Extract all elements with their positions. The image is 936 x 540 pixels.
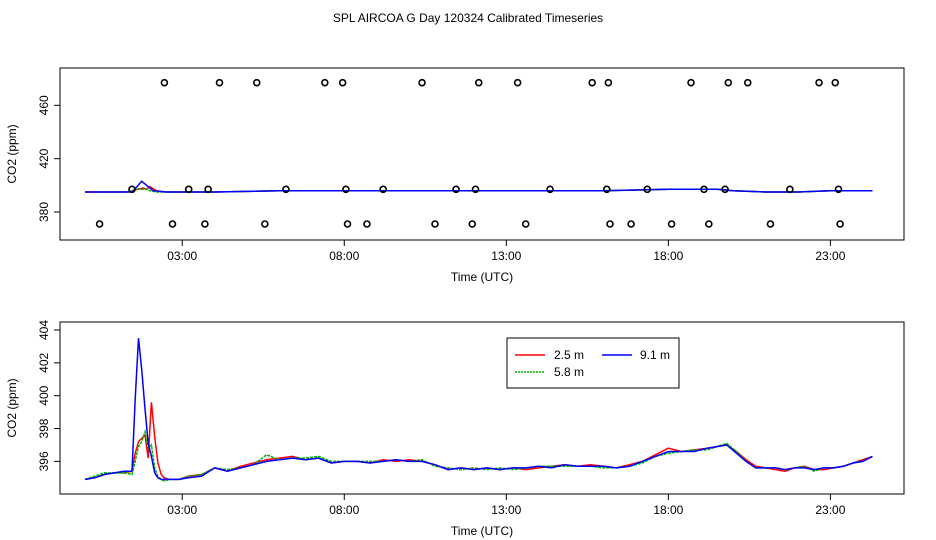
- calibration-point: [452, 185, 460, 194]
- y-tick-label: 380: [37, 202, 51, 222]
- calibration-point: [766, 220, 775, 228]
- calibration-point: [160, 78, 169, 87]
- y-tick-label: 400: [37, 385, 51, 405]
- x-tick-label: 03:00: [167, 503, 197, 517]
- calibration-point: [431, 220, 439, 228]
- calibration-point: [418, 78, 426, 87]
- calibration-point: [705, 220, 713, 228]
- calibration-point: [261, 220, 269, 228]
- calibration-point: [215, 78, 224, 87]
- calibration-point: [700, 185, 708, 194]
- legend: 2.5 m 9.1 m 5.8 m: [506, 337, 680, 389]
- x-tick-label: 03:00: [167, 249, 197, 263]
- calibration-point: [471, 185, 480, 194]
- x-tick-label: 08:00: [329, 249, 359, 263]
- x-tick-label: 18:00: [653, 503, 683, 517]
- y-tick-label: 396: [37, 451, 51, 471]
- calibration-point: [667, 220, 676, 228]
- x-tick-label: 23:00: [815, 503, 845, 517]
- top-y-axis-label: CO2 (ppm): [5, 124, 19, 183]
- calibration-point: [606, 220, 614, 228]
- calibration-point: [204, 185, 212, 194]
- x-tick-label: 13:00: [491, 249, 521, 263]
- calibration-point: [786, 185, 794, 194]
- calibration-point: [343, 220, 352, 228]
- calibration-point: [184, 185, 193, 194]
- y-tick-label: 402: [37, 353, 51, 373]
- series-line-5-8-m: [84, 428, 873, 482]
- calibration-point: [201, 220, 209, 228]
- calibration-point: [834, 185, 843, 194]
- calibration-point: [513, 78, 522, 87]
- calibration-point: [474, 78, 483, 87]
- legend-label-5-8m: 5.8 m: [554, 365, 584, 379]
- calibration-point: [521, 220, 530, 228]
- calibration-point: [724, 78, 733, 87]
- calibration-point: [468, 220, 477, 228]
- calibration-point: [687, 78, 695, 87]
- calibration-point: [338, 78, 347, 87]
- chart-title: SPL AIRCOA G Day 120324 Calibrated Times…: [333, 11, 603, 25]
- calibration-point: [831, 78, 840, 87]
- calibration-point: [168, 220, 177, 228]
- y-tick-label: 420: [37, 148, 51, 168]
- calibration-point: [721, 185, 729, 194]
- bottom-plot-frame: [59, 321, 905, 495]
- calibration-point: [836, 220, 844, 228]
- x-tick-label: 08:00: [329, 503, 359, 517]
- series-line-9-1-m: [84, 338, 873, 481]
- calibration-point: [815, 78, 823, 87]
- x-tick-label: 23:00: [815, 249, 845, 263]
- y-tick-label: 398: [37, 418, 51, 438]
- legend-box: [506, 337, 680, 389]
- top-x-axis-label: Time (UTC): [451, 270, 513, 284]
- calibration-point: [627, 220, 635, 228]
- calibration-point: [743, 78, 752, 87]
- calibration-point: [546, 185, 554, 194]
- calibration-point: [282, 185, 290, 194]
- y-tick-label: 460: [37, 95, 51, 115]
- calibration-point: [342, 185, 350, 194]
- calibration-point: [602, 185, 611, 194]
- calibration-point: [128, 185, 136, 194]
- bottom-panel: 03:00 08:00 13:00 18:00 23:00 396 398 400 402 40…: [5, 320, 905, 538]
- bottom-y-axis-label: CO2 (ppm): [5, 378, 19, 437]
- y-tick-label: 404: [37, 320, 51, 340]
- top-plot-frame: [59, 67, 905, 241]
- bottom-x-axis-label: Time (UTC): [451, 524, 513, 538]
- calibration-point: [321, 78, 329, 87]
- calibration-point: [95, 220, 104, 228]
- legend-label-2-5m: 2.5 m: [554, 348, 584, 362]
- x-tick-label: 13:00: [491, 503, 521, 517]
- calibration-point: [643, 185, 652, 194]
- calibration-point: [604, 78, 613, 87]
- calibration-point: [379, 185, 387, 194]
- top-panel: 03:00 08:00 13:00 18:00 23:00 380 420 460 Time…: [5, 67, 905, 284]
- legend-label-9-1m: 9.1 m: [640, 348, 670, 362]
- calibration-point: [252, 78, 261, 87]
- calibration-point: [588, 78, 596, 87]
- x-tick-label: 18:00: [653, 249, 683, 263]
- calibration-point: [363, 220, 371, 228]
